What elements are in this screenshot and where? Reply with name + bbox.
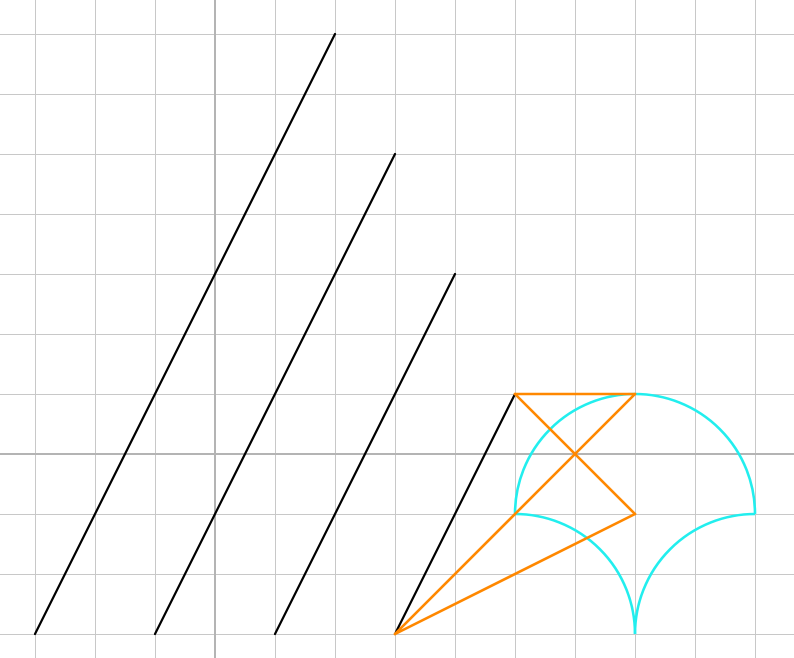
cyan-arc-3[interactable] xyxy=(633,512,756,635)
orange-segment-3[interactable] xyxy=(393,392,637,636)
black-segment-3[interactable] xyxy=(273,272,457,636)
orange-segments xyxy=(393,392,637,636)
black-segment-4[interactable] xyxy=(393,392,517,636)
orange-segment-4[interactable] xyxy=(393,512,637,636)
cyan-arc-2[interactable] xyxy=(514,512,637,635)
black-segment-1[interactable] xyxy=(33,32,337,636)
black-segment-2[interactable] xyxy=(153,152,397,636)
black-segments xyxy=(33,32,517,636)
